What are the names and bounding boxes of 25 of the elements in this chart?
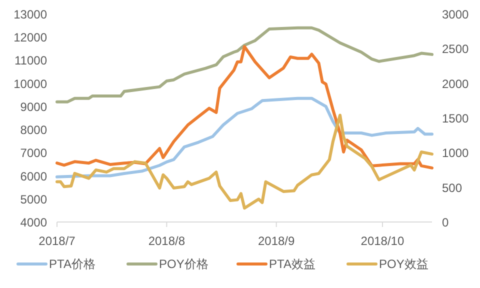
y-tick-label: 9000 (20, 100, 48, 114)
legend-label: PTA价格 (49, 257, 96, 271)
y2-tick-label: 1000 (442, 146, 470, 160)
x-tick-label: 2018/10 (360, 234, 404, 248)
y2-tick-label: 3000 (442, 8, 470, 22)
y-tick-label: 11000 (14, 54, 48, 68)
y2-tick-label: 0 (442, 216, 449, 230)
y2-tick-label: 500 (442, 180, 462, 195)
x-tick-label: 2018/7 (38, 234, 76, 248)
y-tick-label: 5000 (20, 192, 48, 206)
legend-label: POY效益 (379, 257, 428, 271)
y-tick-label: 4000 (20, 216, 48, 230)
y-tick-label: 6000 (20, 169, 48, 184)
y-tick-label: 8000 (20, 123, 48, 138)
y-tick-label: 7000 (20, 146, 48, 160)
legend-label: POY价格 (159, 257, 208, 271)
y2-tick-label: 2500 (442, 42, 470, 56)
y-tick-label: 12000 (14, 30, 48, 45)
y-tick-label: 13000 (14, 8, 48, 22)
y-tick-label: 10000 (14, 76, 48, 91)
y2-tick-label: 1500 (442, 112, 470, 126)
x-tick-label: 2018/9 (258, 234, 296, 248)
y2-tick-label: 2000 (442, 76, 470, 91)
legend-label: PTA效益 (269, 257, 316, 271)
x-tick-label: 2018/8 (148, 234, 186, 248)
